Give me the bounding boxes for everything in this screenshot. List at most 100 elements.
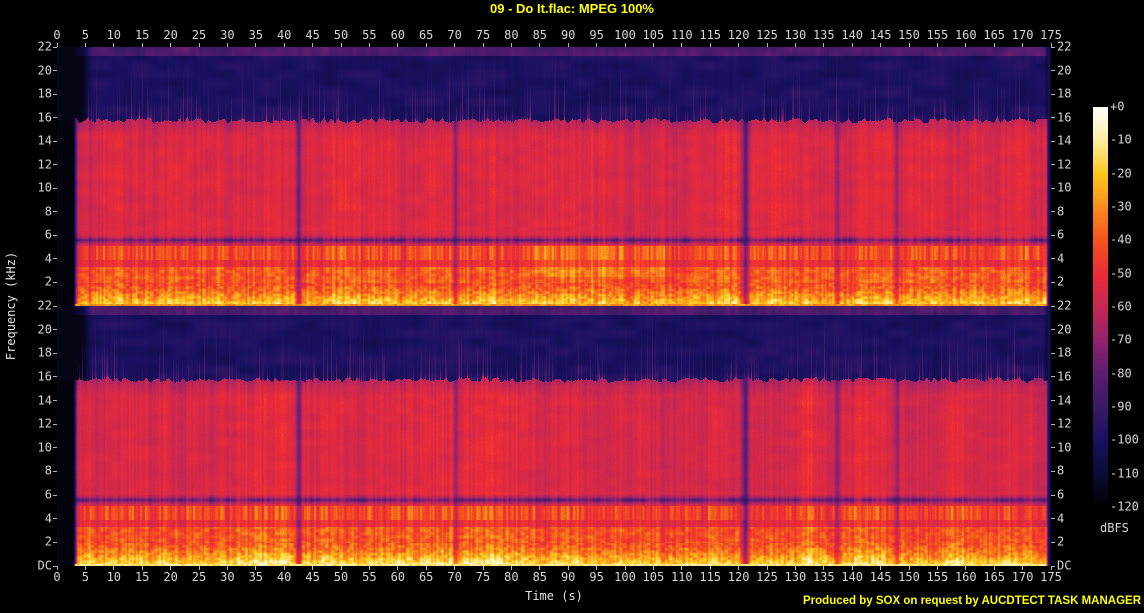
time-tick-label: 130 [784, 28, 807, 42]
freq-tick-mark [1051, 541, 1055, 543]
time-tick-label: 45 [305, 28, 320, 42]
freq-tick-mark [1051, 376, 1055, 378]
time-tick-mark [766, 43, 768, 47]
freq-tick-label: 12 [1057, 157, 1072, 172]
freq-tick-mark [1051, 164, 1055, 166]
freq-tick-mark [53, 447, 57, 449]
freq-tick-label: 6 [1057, 487, 1065, 502]
colorbar-tick-label: -60 [1110, 299, 1132, 314]
freq-tick-mark [53, 423, 57, 425]
y-axis-label-text: Frequency (kHz) [4, 251, 18, 361]
time-tick-label: 90 [560, 570, 576, 584]
freq-tick-label: 14 [1057, 133, 1072, 148]
freq-tick-mark [53, 70, 57, 72]
time-tick-mark [794, 566, 796, 570]
freq-tick-label: 20 [37, 322, 52, 337]
time-tick-label: 110 [670, 570, 693, 584]
freq-tick-mark [1051, 70, 1055, 72]
time-tick-mark [84, 566, 86, 570]
freq-tick-label: 16 [37, 110, 52, 125]
time-tick-mark [198, 566, 200, 570]
time-tick-mark [851, 43, 853, 47]
time-tick-label: 5 [81, 570, 90, 584]
time-tick-label: 50 [333, 28, 349, 42]
freq-tick-mark [1051, 46, 1055, 48]
freq-tick-label: 4 [1057, 511, 1065, 526]
time-tick-mark [340, 566, 342, 570]
colorbar-tick-label: -50 [1110, 266, 1132, 281]
freq-tick-mark [53, 234, 57, 236]
x-axis-label: Time (s) [525, 589, 583, 603]
time-tick-label: 10 [106, 570, 122, 584]
freq-tick-mark [53, 187, 57, 189]
time-tick-label: 60 [390, 570, 406, 584]
time-tick-mark [340, 43, 342, 47]
time-tick-mark [681, 43, 683, 47]
time-tick-label: 70 [447, 570, 462, 584]
freq-tick-label: 18 [37, 86, 52, 101]
time-tick-mark [965, 43, 967, 47]
colorbar-tick-label: -20 [1110, 166, 1132, 181]
time-tick-label: 55 [362, 28, 377, 42]
freq-tick-label: 18 [1057, 345, 1072, 360]
freq-tick-mark [1051, 329, 1055, 331]
freq-tick-mark [1051, 234, 1055, 236]
freq-tick-mark [53, 352, 57, 354]
time-tick-label: 115 [699, 570, 722, 584]
time-tick-mark [141, 43, 143, 47]
freq-tick-mark [53, 376, 57, 378]
freq-tick-label: 10 [1057, 440, 1072, 455]
time-tick-label: 50 [333, 570, 349, 584]
time-tick-label: 65 [418, 570, 434, 584]
time-tick-mark [738, 43, 740, 47]
time-tick-label: 140 [841, 570, 864, 584]
time-tick-label: 140 [841, 28, 864, 42]
time-tick-mark [567, 566, 569, 570]
time-tick-label: 45 [305, 570, 320, 584]
time-tick-mark [993, 566, 995, 570]
freq-tick-mark [53, 211, 57, 213]
time-tick-mark [226, 43, 228, 47]
freq-tick-label: 2 [1057, 274, 1065, 289]
freq-tick-label: 12 [1057, 416, 1072, 431]
spectrogram-channel-left [57, 47, 1051, 306]
time-tick-label: 0 [53, 28, 61, 42]
freq-tick-label: 8 [1057, 463, 1065, 478]
time-tick-mark [312, 43, 314, 47]
time-tick-label: 60 [390, 28, 406, 42]
freq-tick-label: 4 [44, 251, 52, 266]
freq-tick-mark [53, 140, 57, 142]
time-tick-label: 175 [1040, 570, 1062, 584]
time-tick-mark [84, 43, 86, 47]
time-tick-label: 35 [248, 570, 264, 584]
time-tick-mark [709, 43, 711, 47]
time-tick-label: 115 [699, 28, 722, 42]
time-tick-mark [255, 43, 257, 47]
freq-tick-label: 16 [1057, 369, 1072, 384]
colorbar-tick-label: -120 [1110, 499, 1139, 514]
time-tick-label: 55 [362, 570, 377, 584]
time-tick-mark [510, 566, 512, 570]
freq-tick-label: 18 [37, 345, 52, 360]
time-tick-mark [624, 43, 626, 47]
time-tick-mark [56, 566, 58, 570]
time-tick-label: 35 [248, 28, 264, 42]
freq-tick-label: 2 [44, 274, 52, 289]
freq-tick-label: 20 [1057, 63, 1072, 78]
time-tick-mark [283, 566, 285, 570]
time-tick-label: 25 [191, 570, 207, 584]
freq-tick-mark [1051, 400, 1055, 402]
freq-tick-mark [1051, 518, 1055, 520]
time-tick-mark [1050, 566, 1052, 570]
time-tick-label: 150 [898, 28, 920, 42]
freq-tick-label: 6 [44, 487, 52, 502]
freq-tick-mark [1051, 565, 1055, 567]
time-tick-mark [738, 566, 740, 570]
freq-tick-mark [53, 93, 57, 95]
time-tick-mark [823, 566, 825, 570]
colorbar-tick-label: +0 [1110, 99, 1125, 114]
time-tick-label: 15 [134, 28, 150, 42]
time-tick-mark [198, 43, 200, 47]
freq-tick-label: DC [37, 558, 52, 573]
freq-tick-mark [53, 470, 57, 472]
